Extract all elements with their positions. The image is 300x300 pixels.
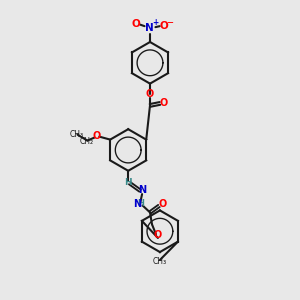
Text: CH₃: CH₃	[69, 130, 84, 139]
Text: O: O	[158, 199, 166, 209]
Text: O: O	[132, 19, 140, 29]
Text: O: O	[160, 98, 168, 108]
Text: CH₂: CH₂	[79, 137, 94, 146]
Text: N: N	[146, 23, 154, 33]
Text: H: H	[124, 178, 131, 187]
Text: CH₃: CH₃	[153, 257, 167, 266]
Text: O: O	[160, 21, 168, 31]
Text: O: O	[146, 89, 154, 99]
Text: O: O	[92, 130, 100, 141]
Text: O: O	[154, 230, 162, 240]
Text: N: N	[134, 200, 142, 209]
Text: N: N	[139, 185, 147, 195]
Text: +: +	[152, 18, 159, 27]
Text: −: −	[166, 18, 173, 27]
Text: H: H	[138, 200, 145, 208]
